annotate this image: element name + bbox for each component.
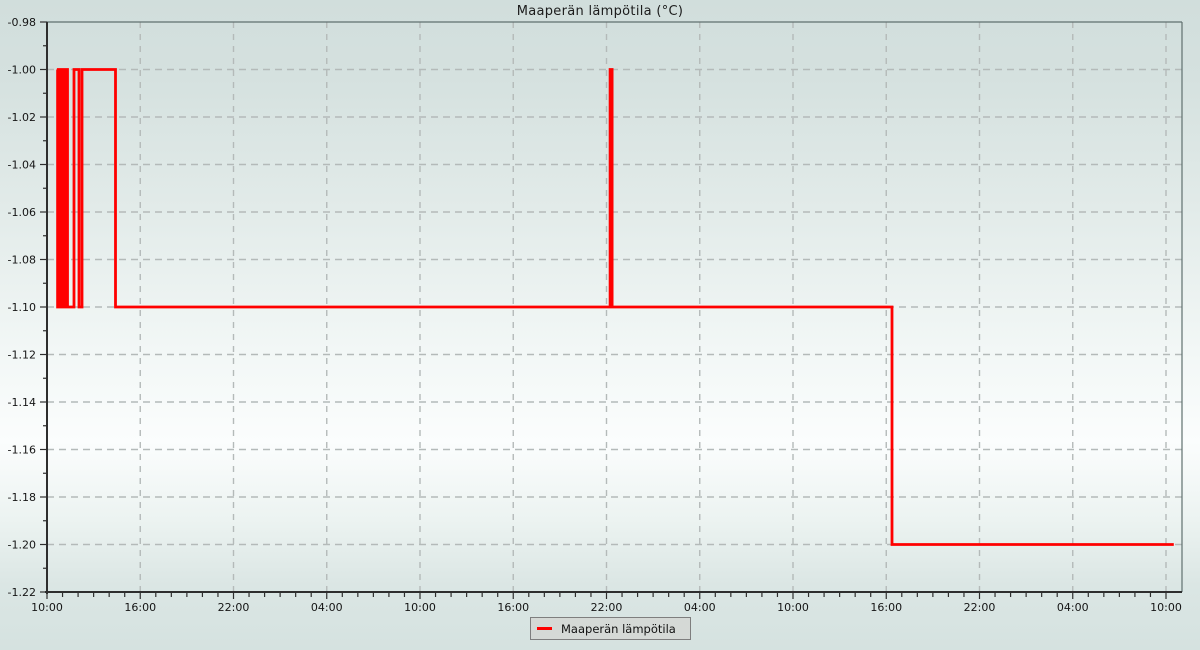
y-tick-label: -0.98: [8, 16, 36, 29]
temperature-series-line: [56, 68, 1174, 546]
y-tick-label: -1.06: [8, 206, 36, 219]
y-tick-label: -1.10: [8, 301, 36, 314]
x-tick-label: 10:00: [1150, 601, 1182, 614]
y-tick-label: -1.00: [8, 64, 36, 77]
legend-line-marker-icon: [537, 627, 552, 630]
y-tick-label: -1.20: [8, 539, 36, 552]
x-tick-label: 16:00: [124, 601, 156, 614]
y-tick-label: -1.14: [8, 396, 36, 409]
chart-title: Maaperän lämpötila (°C): [516, 4, 684, 19]
y-tick-label: -1.22: [8, 586, 36, 599]
x-tick-label: 16:00: [870, 601, 902, 614]
legend-series-label: Maaperän lämpötila: [561, 621, 676, 636]
y-tick-label: -1.12: [8, 349, 36, 362]
x-tick-label: 22:00: [591, 601, 623, 614]
x-tick-label: 22:00: [218, 601, 250, 614]
x-tick-label: 04:00: [1057, 601, 1089, 614]
y-tick-label: -1.18: [8, 491, 36, 504]
legend: Maaperän lämpötila: [530, 617, 691, 640]
y-tick-label: -1.08: [8, 254, 36, 267]
y-tick-label: -1.02: [8, 111, 36, 124]
x-tick-label: 04:00: [311, 601, 343, 614]
x-tick-label: 10:00: [777, 601, 809, 614]
x-tick-label: 04:00: [684, 601, 716, 614]
y-tick-label: -1.16: [8, 444, 36, 457]
x-tick-label: 22:00: [964, 601, 996, 614]
x-tick-label: 10:00: [31, 601, 63, 614]
y-tick-label: -1.04: [8, 159, 36, 172]
x-tick-label: 10:00: [404, 601, 436, 614]
x-tick-label: 16:00: [497, 601, 529, 614]
